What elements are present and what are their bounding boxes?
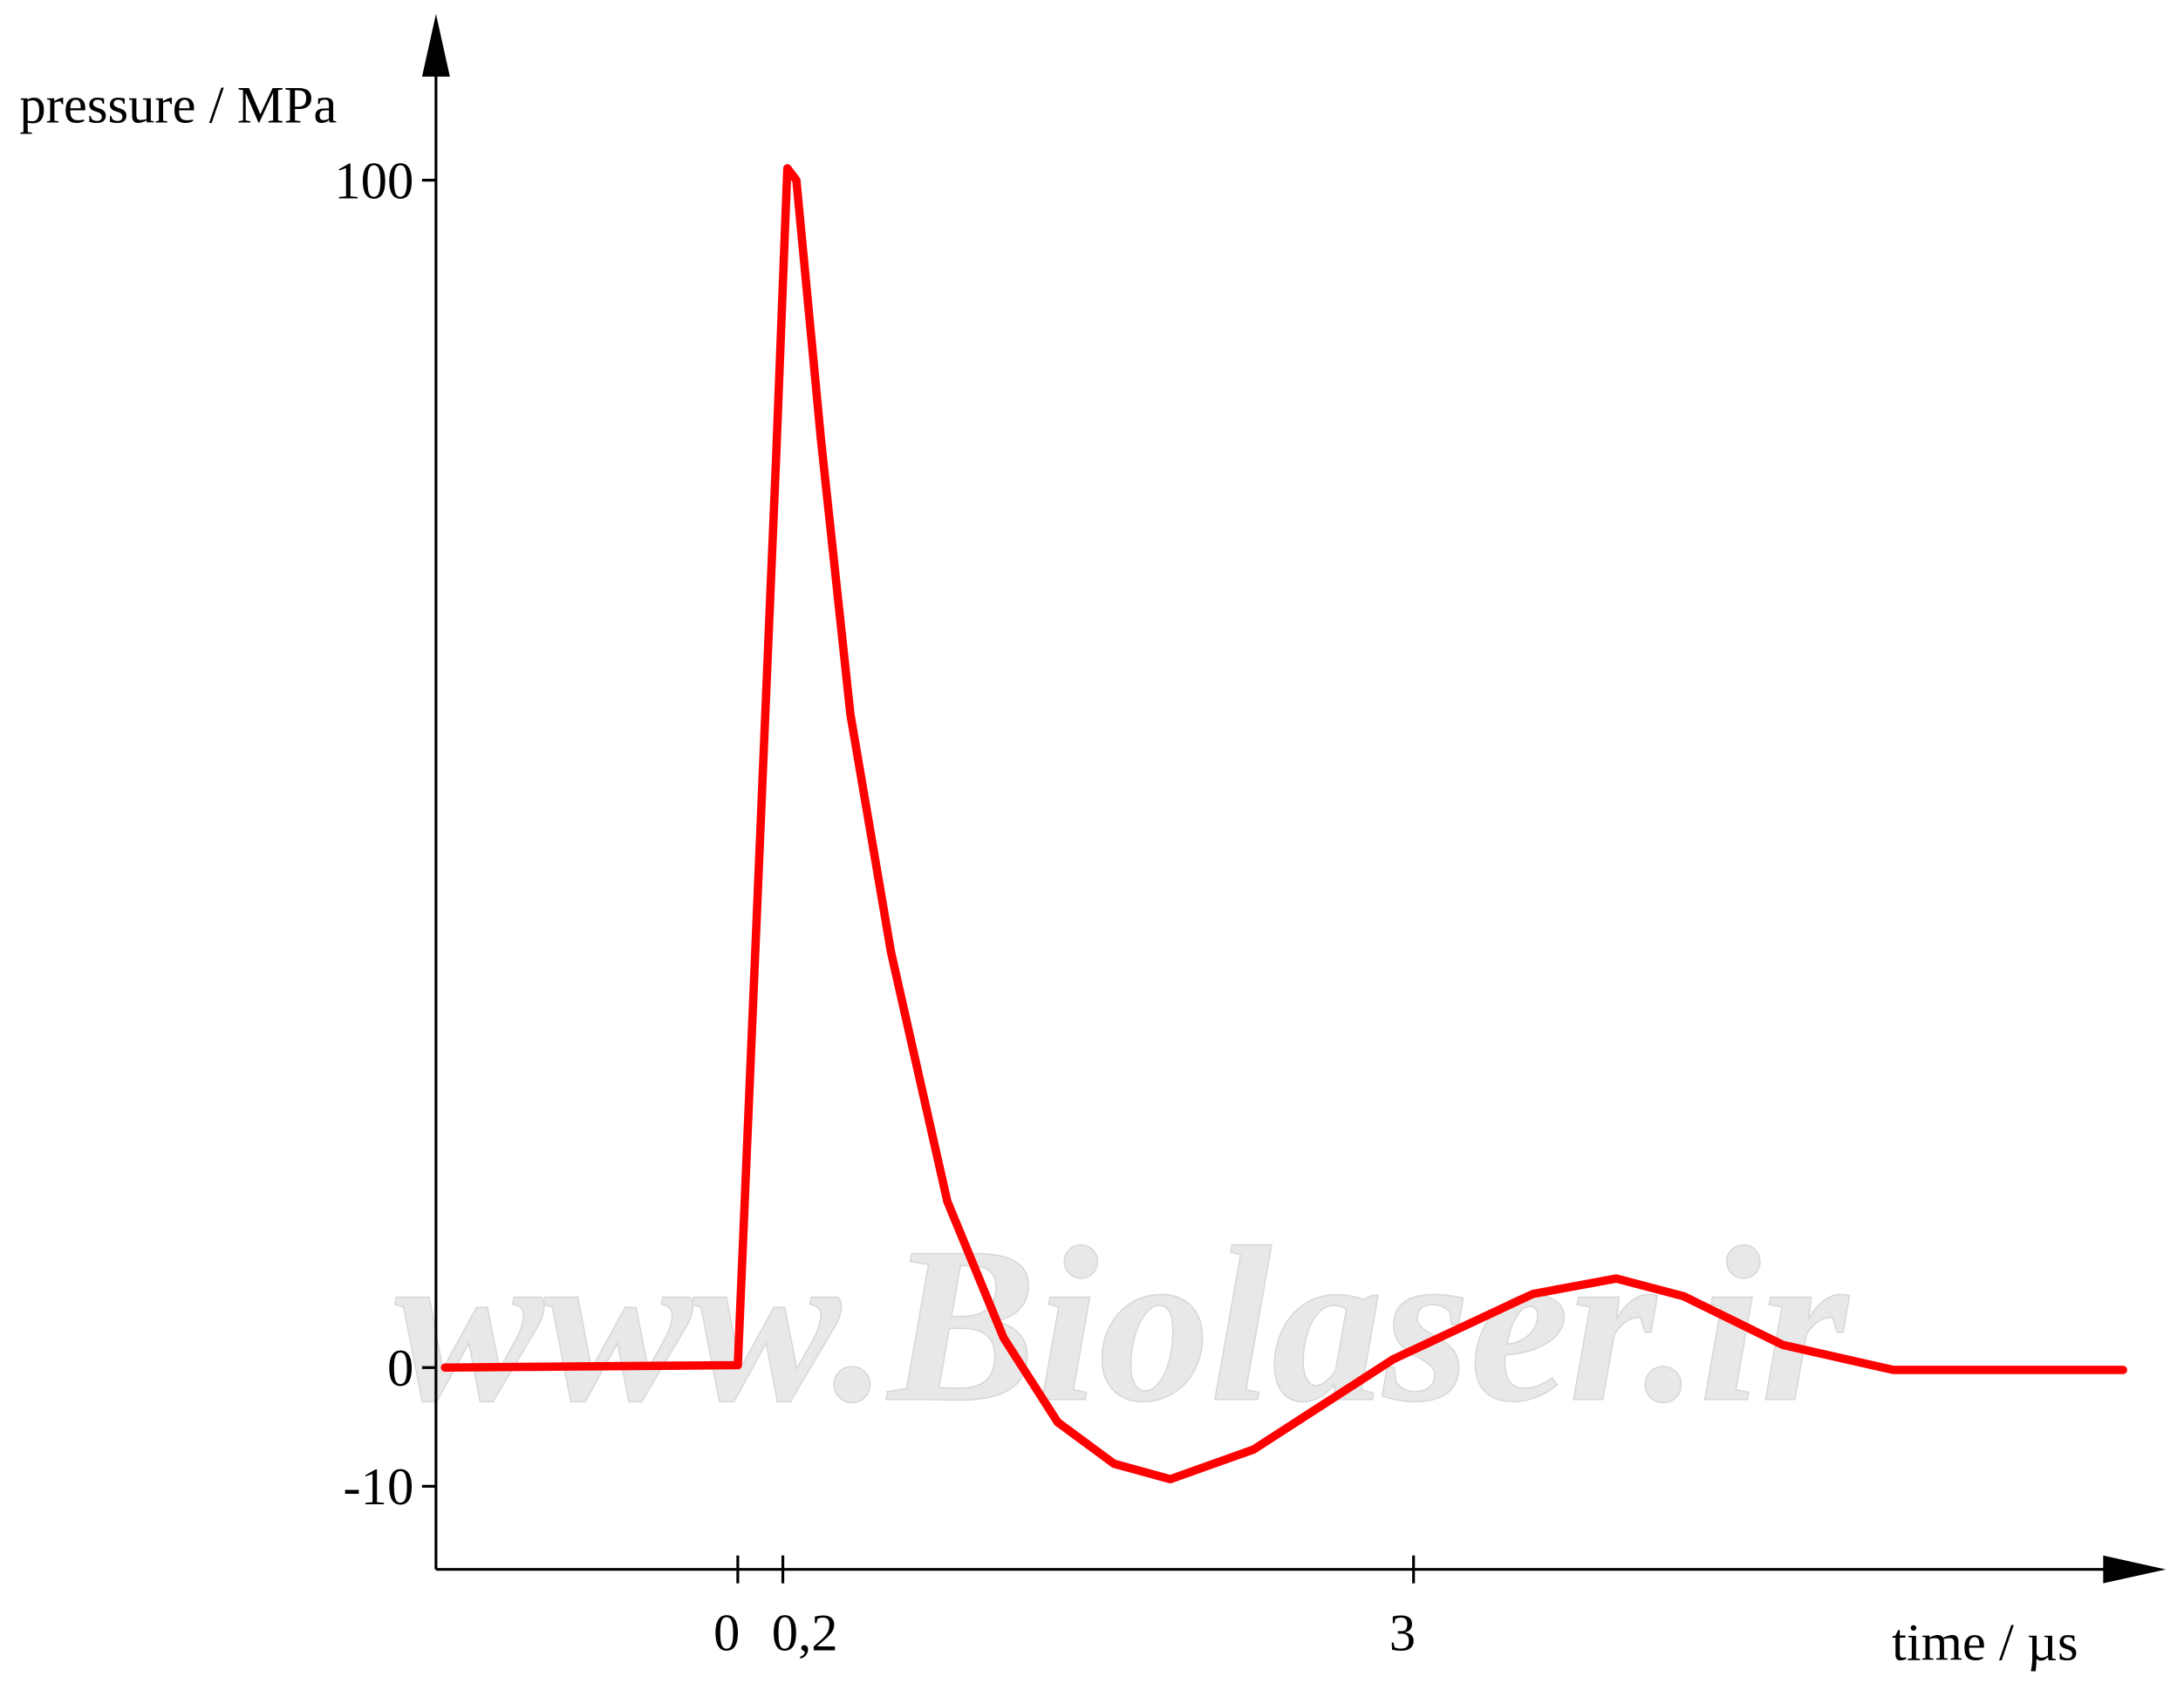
x-axis-label: time / µs [1892, 1614, 2078, 1673]
y-axis-arrow [421, 13, 450, 77]
y-tick-label: 100 [334, 152, 413, 210]
x-axis-arrow [2103, 1555, 2167, 1584]
watermark: www.Biolaser.ir [395, 1202, 1851, 1448]
x-tick-label: 0 [713, 1604, 740, 1662]
y-tick-label: -10 [343, 1458, 413, 1516]
x-tick-label: 3 [1389, 1604, 1416, 1662]
y-tick-label: 0 [387, 1339, 413, 1398]
x-tick-label: 0,2 [772, 1604, 838, 1662]
line-series [440, 164, 2127, 1484]
y-axis-label: pressure / MPa [19, 77, 337, 135]
